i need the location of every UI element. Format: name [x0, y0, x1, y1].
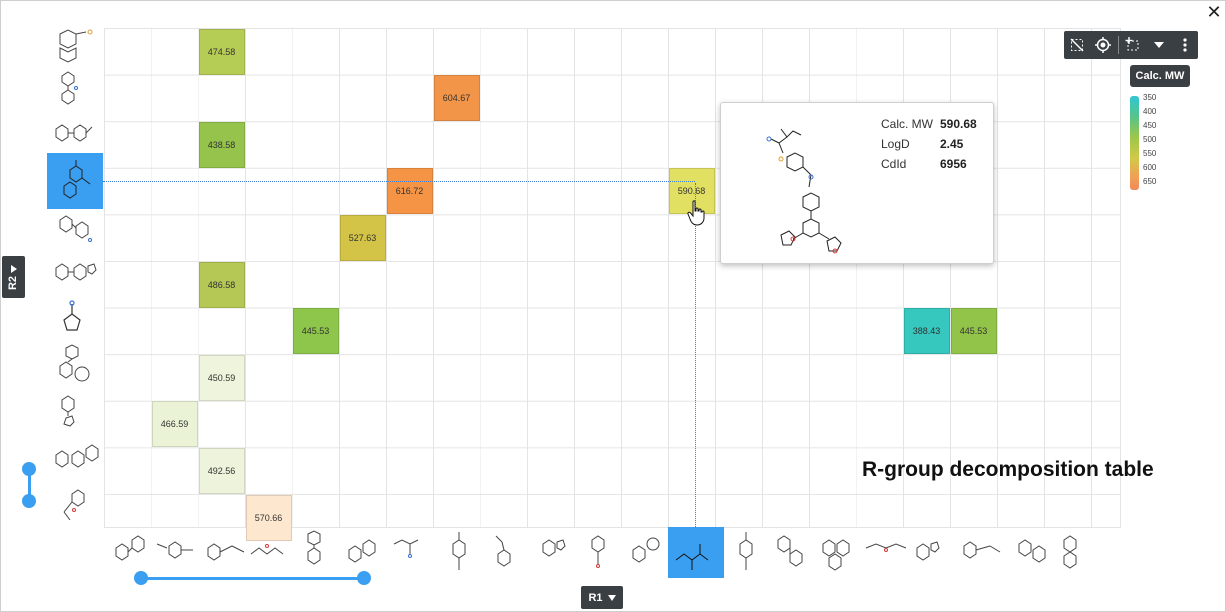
heatmap-cell[interactable]: 527.63: [339, 214, 386, 261]
r1-structure-11[interactable]: [623, 530, 675, 576]
select-region-icon[interactable]: [1121, 31, 1147, 59]
heatmap-cell[interactable]: 486.58: [198, 261, 245, 308]
heatmap-cell[interactable]: 590.68: [668, 168, 715, 215]
r2-structure-10[interactable]: [50, 486, 100, 528]
legend-label-650: 650: [1143, 177, 1157, 186]
r1-structure-18[interactable]: [956, 530, 1008, 576]
r2-structure-7[interactable]: [50, 344, 100, 386]
r1-axis-label: R1: [588, 591, 603, 604]
r1-structure-8[interactable]: [482, 530, 534, 576]
row-range-end-handle[interactable]: [22, 494, 36, 508]
column-guide-line: [695, 183, 696, 527]
r2-structure-4[interactable]: [50, 206, 100, 248]
legend-label-550: 550: [1143, 149, 1157, 158]
popup-value-logd: 2.45: [940, 137, 964, 151]
r1-structure-1[interactable]: [153, 530, 205, 576]
figure-caption: R-group decomposition table: [862, 458, 1154, 481]
r1-structure-3[interactable]: [247, 530, 299, 576]
clear-selection-icon[interactable]: [1064, 31, 1090, 59]
caret-down-icon[interactable]: [1146, 31, 1172, 59]
heatmap-cell[interactable]: 616.72: [386, 168, 433, 215]
r1-structure-16[interactable]: [862, 530, 914, 576]
more-vert-icon[interactable]: [1172, 31, 1198, 59]
legend-label-350: 350: [1143, 93, 1157, 102]
r2-structure-3[interactable]: [50, 160, 100, 202]
r1-structure-15[interactable]: [815, 530, 867, 576]
r2-structure-5[interactable]: [50, 252, 100, 294]
heatmap-cell[interactable]: 445.53: [950, 308, 997, 355]
popup-label-logd: LogD: [881, 137, 910, 151]
compound-structure: [766, 128, 842, 254]
heatmap-cell[interactable]: 450.59: [198, 354, 245, 401]
r1-structure-17[interactable]: [909, 530, 961, 576]
column-range-slider-track[interactable]: [141, 577, 364, 580]
row-range-start-handle[interactable]: [22, 462, 36, 476]
legend-label-450: 450: [1143, 121, 1157, 130]
r2-structure-2[interactable]: [50, 113, 100, 155]
color-legend-bar: [1130, 96, 1139, 190]
close-icon[interactable]: ✕: [1206, 2, 1222, 22]
heatmap-cell[interactable]: 570.66: [245, 494, 292, 541]
r1-structure-9[interactable]: [529, 530, 581, 576]
r1-structure-20[interactable]: [1050, 530, 1102, 576]
chart-toolbar: [1064, 31, 1198, 59]
popup-label-cdid: CdId: [881, 157, 907, 171]
legend-label-400: 400: [1143, 107, 1157, 116]
r1-structure-19[interactable]: [1003, 530, 1055, 576]
heatmap-cell[interactable]: 604.67: [433, 75, 480, 122]
r1-structure-4[interactable]: [294, 530, 346, 576]
legend-label-600: 600: [1143, 163, 1157, 172]
heatmap-cell[interactable]: 445.53: [292, 308, 339, 355]
r1-structure-6[interactable]: [388, 530, 440, 576]
compound-tooltip: Calc. MW 590.68 LogD 2.45 CdId 6956: [720, 102, 994, 264]
row-range-slider-track[interactable]: [28, 469, 31, 500]
color-by-tooltip: Calc. MW: [1130, 65, 1190, 87]
r2-axis-label: R2: [7, 275, 20, 291]
r2-axis-selector[interactable]: R2: [2, 256, 25, 298]
r2-structure-6[interactable]: [50, 298, 100, 340]
selected-column-highlight[interactable]: [668, 527, 724, 578]
heatmap-cell[interactable]: 388.43: [903, 308, 950, 355]
heatmap-cell[interactable]: 466.59: [151, 401, 198, 448]
column-range-end-handle[interactable]: [357, 571, 371, 585]
r1-structure-13[interactable]: [726, 530, 778, 576]
heatmap-cell[interactable]: 438.58: [198, 121, 245, 168]
r1-structure-10[interactable]: [576, 530, 628, 576]
r1-structure-12[interactable]: [670, 530, 722, 576]
popup-label-mw: Calc. MW: [881, 117, 933, 131]
r1-structure-2[interactable]: [200, 530, 252, 576]
toolbar-separator: [1117, 36, 1119, 54]
column-range-start-handle[interactable]: [134, 571, 148, 585]
r1-structure-0[interactable]: [106, 530, 158, 576]
popup-value-mw: 590.68: [940, 117, 977, 131]
r2-structure-8[interactable]: [50, 392, 100, 434]
hand-cursor-icon: [687, 200, 705, 226]
target-icon[interactable]: [1090, 31, 1116, 59]
r2-structure-9[interactable]: [50, 439, 100, 481]
popup-value-cdid: 6956: [940, 157, 967, 171]
legend-label-500: 500: [1143, 135, 1157, 144]
r1-structure-5[interactable]: [341, 530, 393, 576]
heatmap-cell[interactable]: 492.56: [198, 447, 245, 494]
r1-structure-14[interactable]: [768, 530, 820, 576]
row-guide-line: [103, 181, 695, 182]
r2-structure-0[interactable]: [50, 24, 100, 66]
r1-structure-7[interactable]: [435, 530, 487, 576]
r2-structure-1[interactable]: [50, 68, 100, 110]
r1-axis-selector[interactable]: R1: [581, 586, 623, 609]
heatmap-cell[interactable]: 474.58: [198, 28, 245, 75]
